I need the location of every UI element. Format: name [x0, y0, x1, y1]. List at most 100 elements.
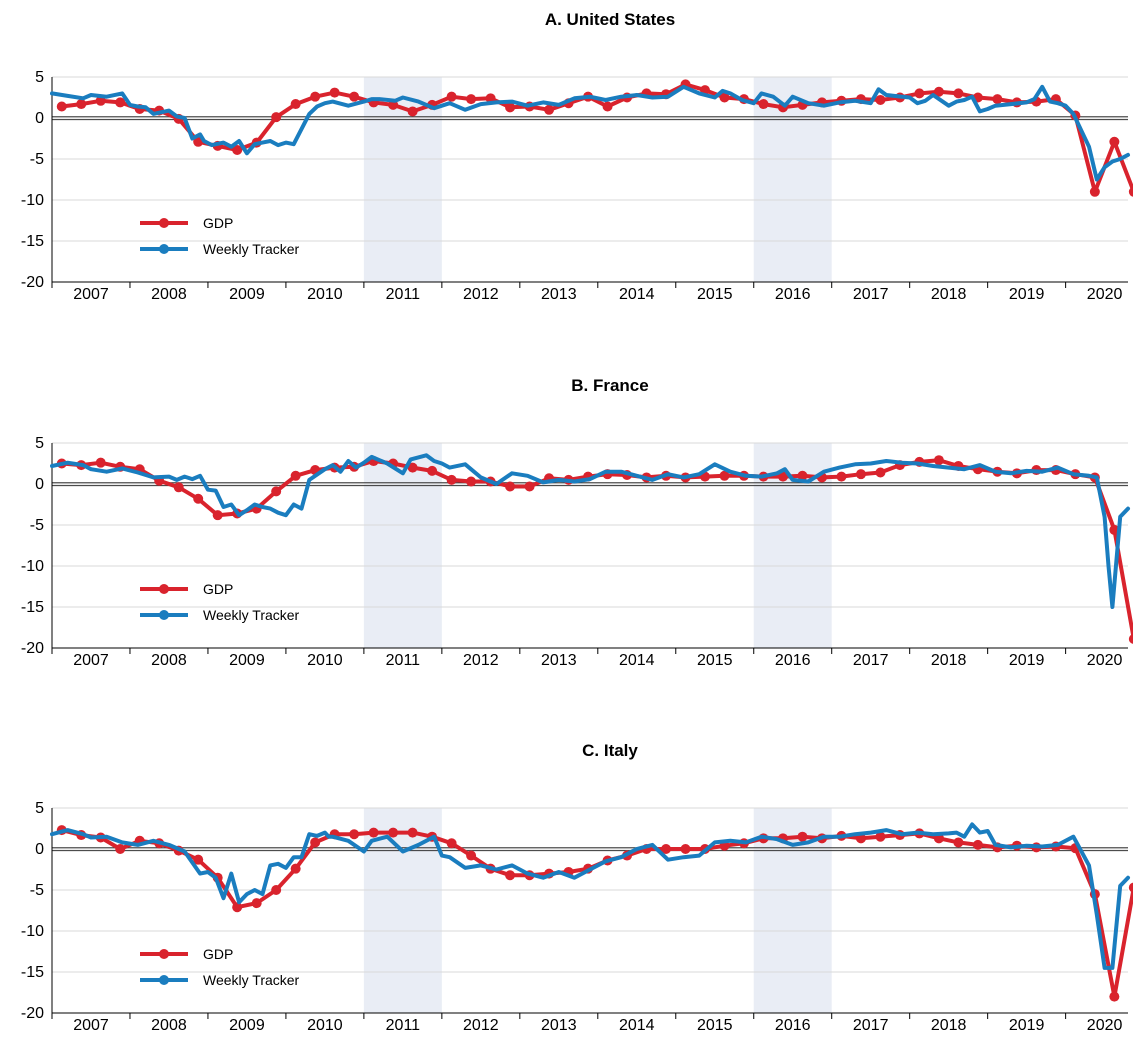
x-tick-label: 2009: [229, 286, 265, 303]
shaded-region: [753, 77, 832, 282]
gdp-point: [95, 457, 106, 468]
x-tick-label: 2018: [931, 1017, 967, 1034]
gdp-point: [933, 455, 944, 466]
x-tick-label: 2015: [697, 652, 733, 669]
y-tick-label: 5: [35, 69, 44, 86]
gdp-point: [329, 87, 340, 98]
gdp-point: [271, 486, 282, 497]
gdp-point: [310, 91, 321, 102]
gdp-point: [193, 493, 204, 504]
gdp-point: [290, 99, 301, 110]
series-line-weekly-tracker: [50, 84, 1130, 182]
shaded-region: [363, 77, 442, 282]
x-tick-label: 2014: [619, 1017, 655, 1034]
shaded-region: [363, 443, 442, 648]
gdp-point: [271, 885, 282, 895]
legend-label: Weekly Tracker: [203, 972, 300, 988]
y-tick-label: 0: [35, 110, 44, 127]
gdp-point: [115, 844, 126, 854]
x-tick-label: 2018: [931, 286, 967, 303]
x-tick-label: 2010: [307, 286, 343, 303]
y-tick-label: -20: [21, 640, 44, 657]
gdp-point: [777, 471, 788, 482]
x-tick-label: 2009: [229, 1017, 265, 1034]
gdp-point: [388, 827, 399, 838]
gdp-point: [1109, 991, 1120, 1002]
chart-panel-2: C. Italy 5 0 -5 -10 -15 -20 2007 2008 2009 2010 201…: [21, 741, 1133, 1034]
y-tick-label: -5: [30, 151, 44, 168]
x-tick-label: 2013: [541, 1017, 577, 1034]
gdp-point: [427, 465, 438, 476]
gdp-point: [544, 104, 555, 115]
x-tick-label: 2007: [73, 1017, 109, 1034]
gdp-point: [719, 92, 730, 103]
series-line-weekly-tracker: [50, 822, 1130, 970]
gdp-point: [797, 831, 808, 842]
x-tick-label: 2015: [697, 1017, 733, 1034]
gdp-point: [875, 467, 886, 478]
gdp-point: [310, 837, 321, 848]
gdp-point: [407, 462, 418, 473]
gdp-point: [1128, 186, 1133, 197]
gdp-point: [232, 902, 243, 913]
gdp-point: [232, 144, 243, 155]
legend-label: GDP: [203, 581, 233, 597]
y-tick-label: -5: [30, 882, 44, 899]
gdp-point: [524, 481, 535, 492]
x-tick-label: 2013: [541, 652, 577, 669]
x-tick-label: 2011: [386, 286, 421, 303]
y-tick-label: -20: [21, 274, 44, 291]
legend-marker: [159, 610, 169, 620]
gdp-point: [251, 898, 262, 909]
y-tick-label: -10: [21, 558, 44, 575]
gdp-point: [407, 827, 418, 838]
y-tick-label: -10: [21, 192, 44, 209]
gdp-point: [972, 839, 983, 850]
gdp-point: [173, 482, 184, 493]
x-tick-label: 2017: [853, 652, 889, 669]
gdp-point: [56, 101, 67, 112]
x-tick-label: 2020: [1087, 286, 1123, 303]
gdp-point: [349, 91, 360, 102]
x-tick-label: 2012: [463, 286, 499, 303]
x-tick-label: 2014: [619, 652, 655, 669]
x-tick-label: 2020: [1087, 652, 1123, 669]
gdp-point: [1128, 634, 1133, 644]
x-tick-label: 2008: [151, 1017, 187, 1034]
legend-marker: [159, 975, 169, 985]
gdp-point: [290, 863, 301, 874]
shaded-region: [363, 808, 442, 1013]
gdp-point: [875, 94, 886, 105]
x-tick-label: 2010: [307, 652, 343, 669]
x-tick-label: 2011: [386, 652, 421, 669]
x-tick-label: 2019: [1009, 652, 1045, 669]
gdp-point: [875, 831, 886, 842]
x-tick-label: 2017: [853, 286, 889, 303]
gdp-point: [505, 102, 516, 113]
legend-label: GDP: [203, 215, 233, 231]
gdp-point: [1109, 136, 1120, 147]
gdp-point: [953, 837, 964, 848]
x-tick-label: 2010: [307, 1017, 343, 1034]
legend-label: GDP: [203, 946, 233, 962]
series-line-weekly-tracker: [50, 453, 1130, 609]
x-tick-label: 2020: [1087, 1017, 1123, 1034]
gdp-point: [193, 854, 204, 865]
legend-marker: [159, 584, 169, 594]
gdp-point: [290, 470, 301, 481]
gdp-point: [505, 870, 516, 881]
legend-label: Weekly Tracker: [203, 607, 300, 623]
legend-marker: [159, 244, 169, 254]
panel-title: B. France: [571, 376, 648, 395]
gdp-point: [1089, 186, 1100, 197]
x-tick-label: 2012: [463, 652, 499, 669]
gdp-point: [349, 829, 360, 840]
y-tick-label: -5: [30, 517, 44, 534]
gdp-point: [368, 827, 379, 838]
gdp-point: [466, 94, 477, 105]
gdp-point: [407, 106, 418, 117]
x-tick-label: 2016: [775, 1017, 811, 1034]
x-tick-label: 2016: [775, 652, 811, 669]
y-tick-label: 0: [35, 841, 44, 858]
y-tick-label: 5: [35, 800, 44, 817]
